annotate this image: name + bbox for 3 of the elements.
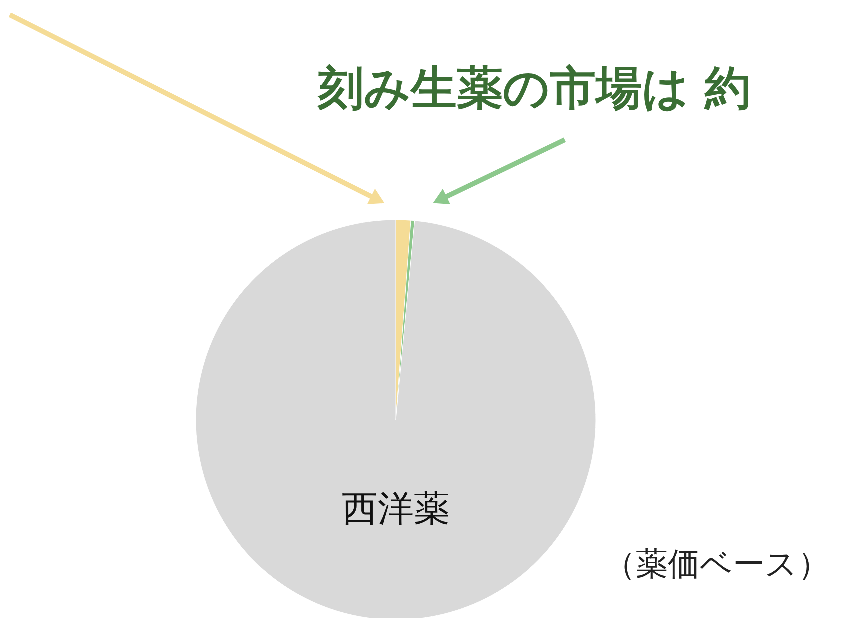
- chart-title: 刻み生薬の市場は 約: [317, 61, 752, 115]
- slice-label: 西洋薬: [342, 489, 450, 530]
- text: （薬価ベース）: [604, 545, 830, 583]
